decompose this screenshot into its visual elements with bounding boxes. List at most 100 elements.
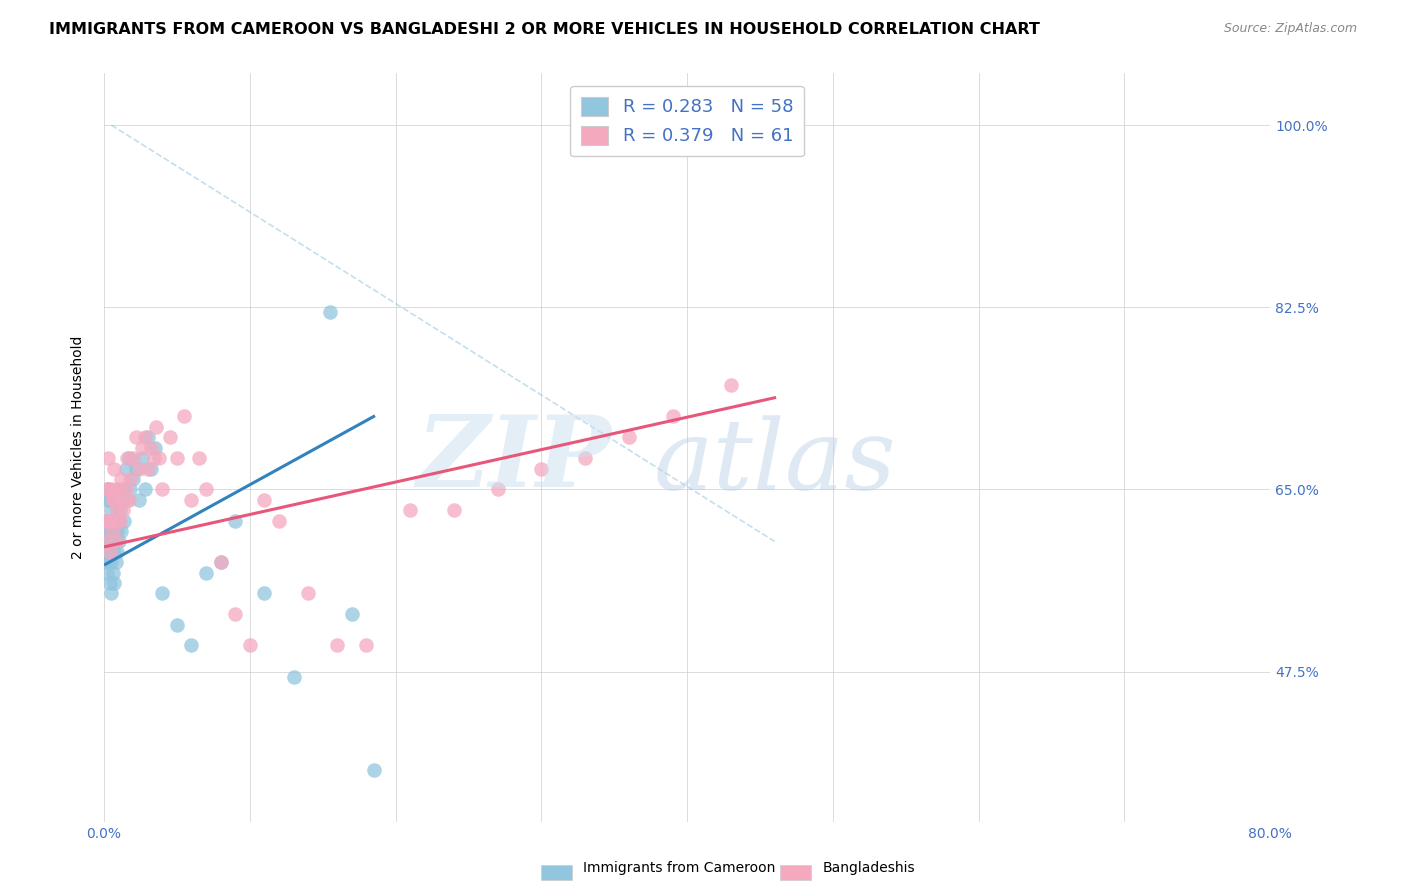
- Point: [98, 545, 121, 559]
- Point: [209, 555, 232, 569]
- Point: [100, 483, 122, 497]
- Legend: R = 0.283   N = 58, R = 0.379   N = 61: R = 0.283 N = 58, R = 0.379 N = 61: [571, 86, 804, 156]
- Point: [107, 514, 129, 528]
- Point: [128, 461, 150, 475]
- Point: [100, 586, 122, 600]
- Point: [136, 430, 159, 444]
- Point: [180, 639, 202, 653]
- Point: [94, 534, 117, 549]
- Point: [267, 514, 290, 528]
- Point: [94, 534, 117, 549]
- Point: [94, 555, 117, 569]
- Point: [195, 483, 218, 497]
- Point: [617, 430, 640, 444]
- Point: [142, 451, 165, 466]
- Point: [120, 472, 142, 486]
- Point: [128, 492, 150, 507]
- Point: [104, 483, 127, 497]
- Point: [96, 492, 118, 507]
- Point: [97, 534, 120, 549]
- Point: [103, 545, 125, 559]
- Point: [103, 576, 125, 591]
- Point: [187, 451, 209, 466]
- Point: [139, 461, 162, 475]
- Point: [105, 503, 128, 517]
- Point: [111, 483, 134, 497]
- Point: [98, 576, 121, 591]
- Point: [105, 534, 128, 549]
- Point: [98, 545, 121, 559]
- Point: [97, 514, 120, 528]
- Point: [98, 524, 121, 538]
- Point: [131, 451, 153, 466]
- Point: [98, 514, 121, 528]
- Point: [125, 461, 148, 475]
- Text: atlas: atlas: [654, 415, 896, 510]
- Point: [104, 514, 127, 528]
- Point: [122, 451, 145, 466]
- Point: [97, 483, 120, 497]
- Point: [98, 492, 121, 507]
- Point: [326, 639, 349, 653]
- Point: [101, 534, 124, 549]
- Point: [96, 545, 118, 559]
- Point: [115, 483, 138, 497]
- Point: [131, 441, 153, 455]
- Point: [297, 586, 319, 600]
- Point: [108, 503, 131, 517]
- Point: [103, 492, 125, 507]
- Point: [104, 555, 127, 569]
- Point: [209, 555, 232, 569]
- Point: [763, 118, 786, 132]
- Text: ZIP: ZIP: [416, 410, 612, 508]
- Point: [195, 566, 218, 580]
- Point: [125, 430, 148, 444]
- Point: [122, 472, 145, 486]
- Point: [101, 524, 124, 538]
- Point: [100, 534, 122, 549]
- Point: [118, 451, 141, 466]
- Point: [111, 503, 134, 517]
- Point: [173, 409, 195, 424]
- Point: [108, 514, 131, 528]
- Point: [103, 461, 125, 475]
- Point: [105, 545, 128, 559]
- Point: [166, 451, 188, 466]
- Point: [97, 451, 120, 466]
- Point: [486, 483, 509, 497]
- Point: [159, 430, 181, 444]
- Point: [107, 483, 129, 497]
- Point: [136, 461, 159, 475]
- Text: Source: ZipAtlas.com: Source: ZipAtlas.com: [1223, 22, 1357, 36]
- Point: [340, 607, 363, 622]
- Point: [101, 514, 124, 528]
- Point: [319, 305, 342, 319]
- Point: [356, 639, 378, 653]
- Point: [224, 514, 246, 528]
- Point: [134, 483, 156, 497]
- Point: [112, 492, 135, 507]
- Point: [97, 483, 120, 497]
- Point: [143, 441, 166, 455]
- Point: [97, 555, 120, 569]
- Point: [96, 566, 118, 580]
- Point: [104, 534, 127, 549]
- Point: [110, 524, 132, 538]
- Point: [96, 514, 118, 528]
- Point: [145, 420, 167, 434]
- Point: [117, 451, 139, 466]
- Text: Bangladeshis: Bangladeshis: [823, 862, 915, 875]
- Point: [115, 461, 138, 475]
- Point: [120, 483, 142, 497]
- Point: [101, 492, 124, 507]
- Point: [148, 451, 170, 466]
- Point: [96, 483, 118, 497]
- Point: [399, 503, 422, 517]
- Point: [139, 441, 162, 455]
- Point: [150, 586, 173, 600]
- Point: [100, 503, 122, 517]
- Point: [112, 514, 135, 528]
- Point: [150, 483, 173, 497]
- Point: [94, 514, 117, 528]
- Point: [253, 492, 276, 507]
